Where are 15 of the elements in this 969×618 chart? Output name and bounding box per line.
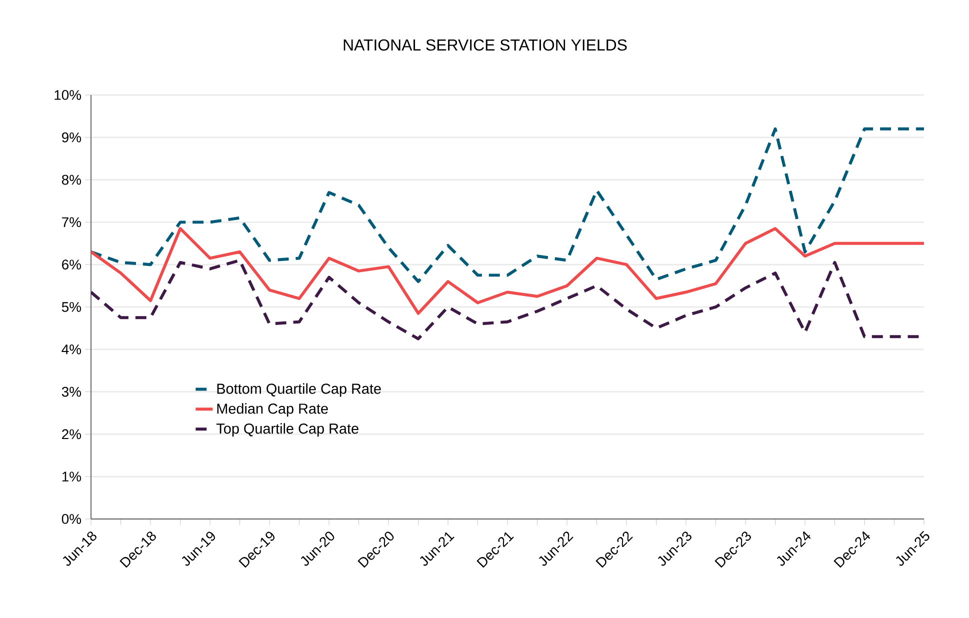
legend-label: Bottom Quartile Cap Rate bbox=[217, 383, 381, 397]
legend-label: Top Quartile Cap Rate bbox=[216, 423, 358, 437]
y-tick-label: 9% bbox=[62, 132, 82, 142]
y-tick-label: 0% bbox=[62, 514, 82, 524]
y-tick-label: 1% bbox=[62, 472, 82, 482]
legend-label: Median Cap Rate bbox=[217, 403, 328, 417]
y-tick-label: 4% bbox=[62, 344, 82, 354]
y-tick-label: 7% bbox=[62, 217, 82, 228]
y-tick-label: 3% bbox=[62, 386, 82, 397]
chart-title: NATIONAL SERVICE STATION YIELDS bbox=[344, 39, 627, 51]
y-tick-label: 8% bbox=[62, 174, 82, 185]
y-tick-label: 10% bbox=[54, 90, 82, 100]
y-tick-label: 6% bbox=[62, 260, 82, 270]
y-tick-label: 2% bbox=[62, 429, 82, 440]
y-tick-label: 5% bbox=[62, 302, 82, 312]
